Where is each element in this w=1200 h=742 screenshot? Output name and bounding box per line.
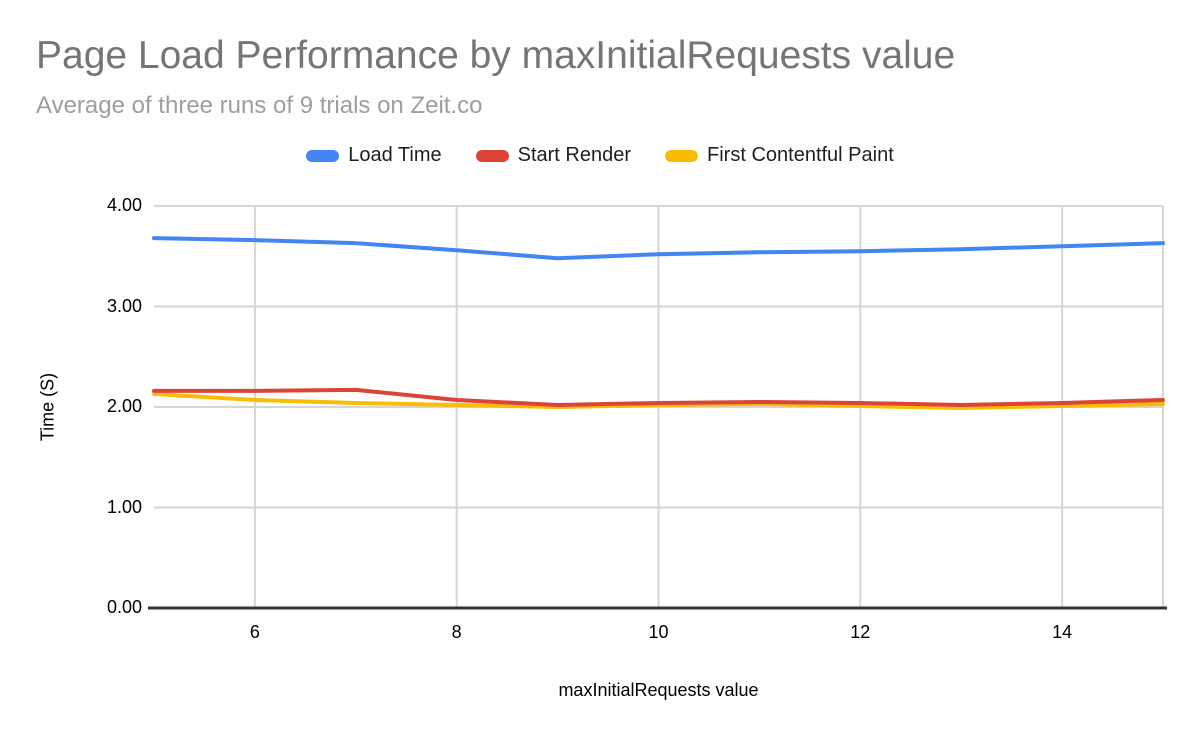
- y-tick-label: 1.00: [106, 496, 142, 517]
- chart-title: Page Load Performance by maxInitialReque…: [36, 34, 956, 77]
- legend-item-load-time: Load Time: [306, 144, 442, 167]
- x-axis-title: maxInitialRequests value: [558, 680, 759, 700]
- load-time-line: [152, 236, 1165, 261]
- first-contentful-paint-line: [152, 391, 1165, 411]
- x-tick-label: 14: [1052, 622, 1073, 642]
- x-tick-label: 8: [451, 622, 462, 642]
- y-tick-label: 2.00: [106, 396, 142, 416]
- x-tick-label: 10: [648, 622, 669, 642]
- start-render-line: [152, 387, 1165, 407]
- legend-label: Start Render: [517, 144, 632, 166]
- legend-swatch-icon: [306, 149, 340, 162]
- legend-swatch-icon: [475, 149, 509, 162]
- chart-subtitle: Average of three runs of 9 trials on Zei…: [36, 92, 483, 119]
- legend: Load Time Start Render First Contentful Pa…: [0, 144, 1200, 167]
- y-tick-label: 0.00: [106, 597, 142, 617]
- y-tick-label: 4.00: [106, 195, 142, 215]
- legend-item-start-render: Start Render: [475, 144, 632, 167]
- x-tick-label: 12: [850, 622, 871, 642]
- y-axis-title: Time (S): [37, 372, 58, 442]
- x-tick-label: 6: [249, 622, 260, 642]
- y-tick-label: 3.00: [106, 295, 142, 316]
- legend-swatch-icon: [665, 149, 699, 162]
- legend-label: Load Time: [348, 144, 442, 166]
- legend-label: First Contentful Paint: [707, 144, 894, 166]
- legend-item-first-contentful-paint: First Contentful Paint: [665, 144, 894, 167]
